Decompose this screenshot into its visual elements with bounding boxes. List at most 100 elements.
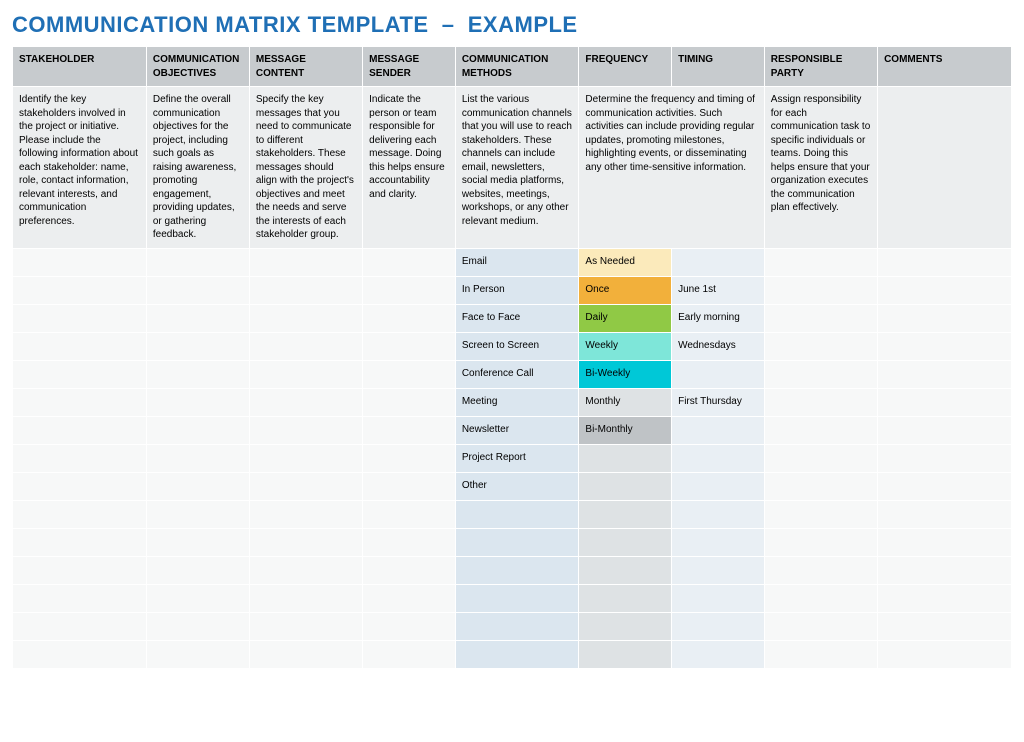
table-cell [363, 556, 456, 584]
table-cell [146, 332, 249, 360]
column-header: COMMENTS [878, 47, 1012, 87]
table-cell [146, 276, 249, 304]
table-cell [764, 388, 877, 416]
table-cell [13, 248, 147, 276]
table-cell [13, 472, 147, 500]
column-description: Assign responsibility for each communica… [764, 87, 877, 249]
table-row [13, 584, 1012, 612]
table-cell [764, 332, 877, 360]
table-cell [249, 304, 362, 332]
table-cell: Newsletter [455, 416, 579, 444]
table-cell [455, 612, 579, 640]
table-cell [764, 472, 877, 500]
table-cell [249, 612, 362, 640]
table-cell: In Person [455, 276, 579, 304]
table-cell [878, 556, 1012, 584]
column-description: Specify the key messages that you need t… [249, 87, 362, 249]
table-cell [249, 332, 362, 360]
table-cell [878, 360, 1012, 388]
table-cell [249, 528, 362, 556]
table-cell [146, 472, 249, 500]
table-row [13, 612, 1012, 640]
table-cell: Bi-Monthly [579, 416, 672, 444]
table-row: NewsletterBi-Monthly [13, 416, 1012, 444]
table-cell [146, 248, 249, 276]
table-cell [146, 500, 249, 528]
table-row: Project Report [13, 444, 1012, 472]
table-cell [764, 528, 877, 556]
table-cell [764, 584, 877, 612]
table-cell [455, 584, 579, 612]
table-row: Screen to ScreenWeeklyWednesdays [13, 332, 1012, 360]
column-header: TIMING [672, 47, 765, 87]
table-row: Face to FaceDailyEarly morning [13, 304, 1012, 332]
table-cell [878, 332, 1012, 360]
table-cell [579, 584, 672, 612]
column-header: FREQUENCY [579, 47, 672, 87]
table-cell [878, 388, 1012, 416]
column-header: MESSAGE CONTENT [249, 47, 362, 87]
table-cell [764, 444, 877, 472]
table-cell [764, 304, 877, 332]
table-cell [579, 472, 672, 500]
table-cell [249, 640, 362, 668]
table-cell [672, 444, 765, 472]
table-cell [13, 388, 147, 416]
table-cell [878, 416, 1012, 444]
table-cell [13, 640, 147, 668]
table-cell: Daily [579, 304, 672, 332]
table-cell [878, 444, 1012, 472]
table-cell [13, 332, 147, 360]
table-row: In PersonOnceJune 1st [13, 276, 1012, 304]
table-cell [363, 472, 456, 500]
table-cell [363, 248, 456, 276]
table-cell: June 1st [672, 276, 765, 304]
table-cell [878, 248, 1012, 276]
table-cell [146, 388, 249, 416]
table-cell [146, 528, 249, 556]
table-cell [249, 276, 362, 304]
table-cell: Wednesdays [672, 332, 765, 360]
table-cell [146, 640, 249, 668]
table-cell [13, 304, 147, 332]
column-description: Indicate the person or team responsible … [363, 87, 456, 249]
table-cell [363, 360, 456, 388]
table-cell [672, 584, 765, 612]
table-row: Other [13, 472, 1012, 500]
table-cell [878, 528, 1012, 556]
column-description: Identify the key stakeholders involved i… [13, 87, 147, 249]
table-cell [579, 612, 672, 640]
table-cell [146, 612, 249, 640]
table-cell [13, 416, 147, 444]
table-cell: Email [455, 248, 579, 276]
table-cell [672, 528, 765, 556]
table-cell [249, 500, 362, 528]
table-cell: Conference Call [455, 360, 579, 388]
table-cell [363, 528, 456, 556]
column-description [878, 87, 1012, 249]
table-cell: Screen to Screen [455, 332, 579, 360]
table-cell [13, 556, 147, 584]
table-cell [363, 388, 456, 416]
table-cell [878, 640, 1012, 668]
table-cell [146, 444, 249, 472]
table-cell [764, 360, 877, 388]
table-cell [455, 640, 579, 668]
table-cell [249, 360, 362, 388]
table-row [13, 500, 1012, 528]
table-cell: Weekly [579, 332, 672, 360]
table-cell [764, 500, 877, 528]
table-cell: Face to Face [455, 304, 579, 332]
table-row: EmailAs Needed [13, 248, 1012, 276]
table-cell [878, 612, 1012, 640]
table-row: Conference CallBi-Weekly [13, 360, 1012, 388]
table-cell [13, 360, 147, 388]
table-row [13, 640, 1012, 668]
table-cell: Bi-Weekly [579, 360, 672, 388]
page-title: COMMUNICATION MATRIX TEMPLATE – EXAMPLE [12, 12, 1012, 38]
table-cell [363, 332, 456, 360]
table-cell [672, 612, 765, 640]
table-cell [764, 556, 877, 584]
table-cell [455, 528, 579, 556]
table-cell [579, 444, 672, 472]
